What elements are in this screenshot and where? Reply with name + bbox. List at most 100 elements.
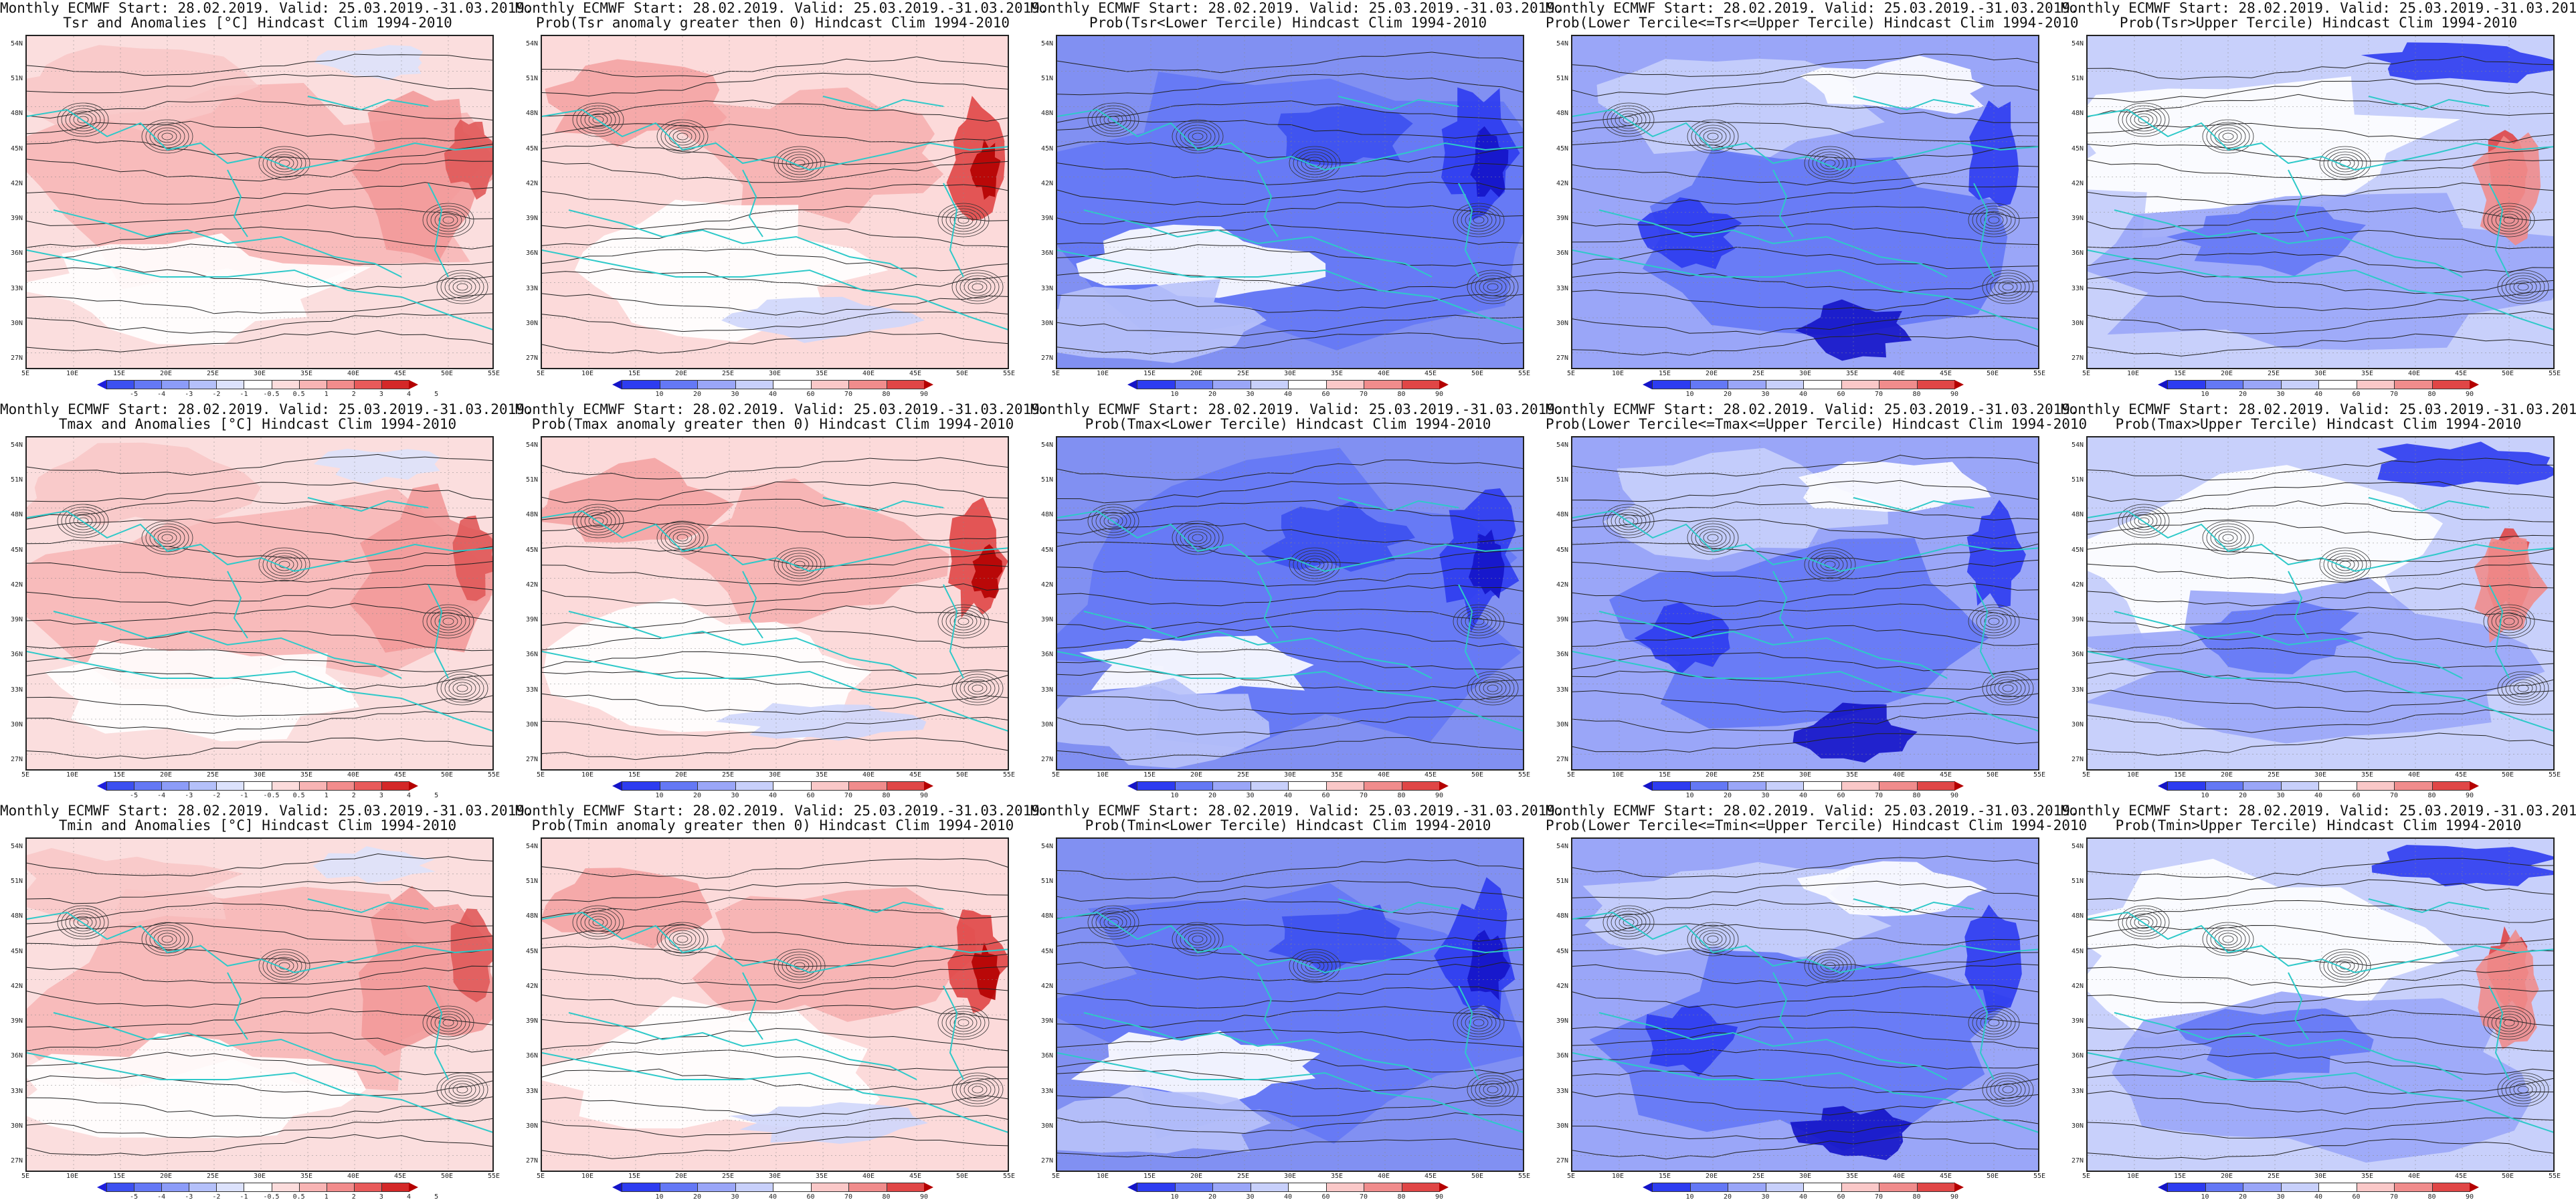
map-field-svg — [1057, 36, 1523, 368]
terrain-contour — [270, 555, 298, 574]
colorbar-tick-label: -3 — [185, 391, 193, 398]
colorbar-max-arrow — [924, 380, 933, 389]
coastline — [568, 611, 917, 679]
terrain-contour — [959, 275, 996, 299]
contour-line — [542, 144, 1008, 166]
terrain-contour — [584, 110, 612, 129]
terrain-contour — [1479, 679, 1507, 698]
contour-line — [27, 266, 492, 290]
longitude-tick-label: 30E — [1799, 771, 1812, 779]
contour-line — [542, 498, 1008, 520]
colorbar-segment — [1288, 380, 1327, 389]
shaded-region — [1602, 447, 1888, 561]
terrain-contour — [1990, 275, 2026, 299]
latitude-tick-label: 42N — [1556, 581, 1568, 589]
terrain-contour — [2327, 954, 2363, 978]
colorbar-segment — [1803, 1183, 1842, 1192]
colorbar-tick-label: 20 — [1208, 391, 1217, 398]
latitude-tick-label: 42N — [10, 581, 23, 589]
longitude-tick-label: 50E — [1986, 1173, 1999, 1180]
latitude-tick-label: 33N — [1556, 686, 1568, 694]
contour-line — [1057, 244, 1523, 267]
colorbar-tick-label: 90 — [1950, 792, 1959, 799]
latitude-tick-label: 48N — [10, 912, 23, 920]
terrain-contour — [1703, 130, 1723, 143]
contour-line — [2088, 944, 2553, 967]
map-plot-area — [1056, 837, 1524, 1172]
terrain-contour — [2323, 550, 2367, 579]
latitude-tick-label: 48N — [525, 110, 538, 118]
coastline — [822, 96, 944, 111]
panel-title-variable: Prob(Tsr anomaly greater then 0) Hindcas… — [535, 15, 1010, 31]
colorbar-tick-label: 10 — [1685, 1193, 1694, 1201]
colorbar-segment — [2167, 1183, 2206, 1192]
colorbar-max-arrow — [924, 781, 933, 791]
colorbar-segment — [1728, 1183, 1766, 1192]
terrain-contour — [69, 512, 97, 530]
coastline — [2488, 985, 2510, 1080]
colorbar-min-arrow — [1643, 1183, 1652, 1192]
terrain-contour — [1808, 951, 1852, 981]
colorbar-segment — [735, 781, 773, 791]
longitude-tick-label: 20E — [674, 771, 688, 779]
terrain-contour — [2002, 1086, 2014, 1094]
map-plot-area — [2086, 837, 2555, 1172]
latitude-tick-label: 33N — [2071, 284, 2084, 292]
shaded-region — [27, 442, 261, 528]
longitude-tick-label: 15E — [1658, 370, 1671, 377]
longitude-tick-label: 30E — [1799, 370, 1812, 377]
terrain-contour — [270, 154, 298, 173]
contour-line — [1057, 736, 1523, 761]
panel-title-variable: Tmax and Anomalies [°C] Hindcast Clim 19… — [58, 416, 457, 432]
colorbar — [97, 1183, 418, 1192]
colorbar-tick-label: 80 — [1397, 1193, 1406, 1201]
colorbar-segment — [810, 1183, 849, 1192]
shaded-region — [2088, 76, 2461, 238]
contour-line — [1572, 138, 2038, 162]
longitude-tick-label: 55E — [2033, 771, 2046, 779]
colorbar-tick-label: 80 — [882, 792, 891, 799]
terrain-contour — [1812, 151, 1848, 175]
latitude-tick-label: 36N — [1040, 1052, 1053, 1060]
coastline — [227, 169, 248, 237]
longitude-tick-label: 55E — [2548, 370, 2561, 377]
colorbar — [612, 380, 933, 389]
terrain-contour — [781, 553, 818, 577]
terrain-contour — [790, 959, 810, 973]
terrain-contour — [1475, 676, 1511, 700]
longitude-tick-label: 40E — [1377, 1173, 1390, 1180]
contour-line — [27, 518, 492, 541]
latitude-tick-label: 42N — [2071, 179, 2084, 187]
contour-line — [542, 161, 1008, 183]
colorbar-max-arrow — [2470, 781, 2479, 791]
longitude-tick-label: 5E — [2082, 1173, 2091, 1180]
colorbar-segment — [244, 781, 272, 791]
terrain-contour — [2517, 1086, 2529, 1094]
map-plot-area — [2086, 436, 2555, 771]
contour-line — [542, 564, 1008, 586]
colorbar-tick-label: 30 — [2276, 792, 2285, 799]
terrain-contour — [1467, 270, 1519, 304]
terrain-contour — [2335, 157, 2355, 170]
terrain-contour — [1998, 682, 2018, 695]
contour-line — [1572, 271, 2038, 293]
terrain-contour — [1998, 1083, 2018, 1096]
terrain-contour — [1808, 148, 1852, 178]
panel-title-variable: Prob(Tmax<Lower Tercile) Hindcast Clim 1… — [1085, 416, 1491, 432]
forecast-map-panel: Monthly ECMWF Start: 28.02.2019. Valid: … — [1030, 401, 1564, 803]
contour-line — [27, 985, 492, 1008]
terrain-contour — [77, 918, 89, 926]
latitude-tick-label: 36N — [1040, 249, 1053, 258]
terrain-contour — [2323, 951, 2367, 981]
shaded-region — [543, 598, 872, 740]
contour-line — [2088, 1138, 2553, 1160]
terrain-contour — [452, 280, 472, 294]
colorbar-tick-label: -2 — [212, 792, 221, 799]
longitude-tick-label: 25E — [1236, 370, 1250, 377]
coastline — [1572, 249, 2038, 330]
colorbar-segment — [216, 781, 245, 791]
coastline — [1458, 584, 1479, 679]
colorbar-segment — [1765, 781, 1804, 791]
panel-title-run-info: Monthly ECMWF Start: 28.02.2019. Valid: … — [2061, 0, 2576, 16]
panel-title-run-info: Monthly ECMWF Start: 28.02.2019. Valid: … — [1546, 0, 2079, 16]
